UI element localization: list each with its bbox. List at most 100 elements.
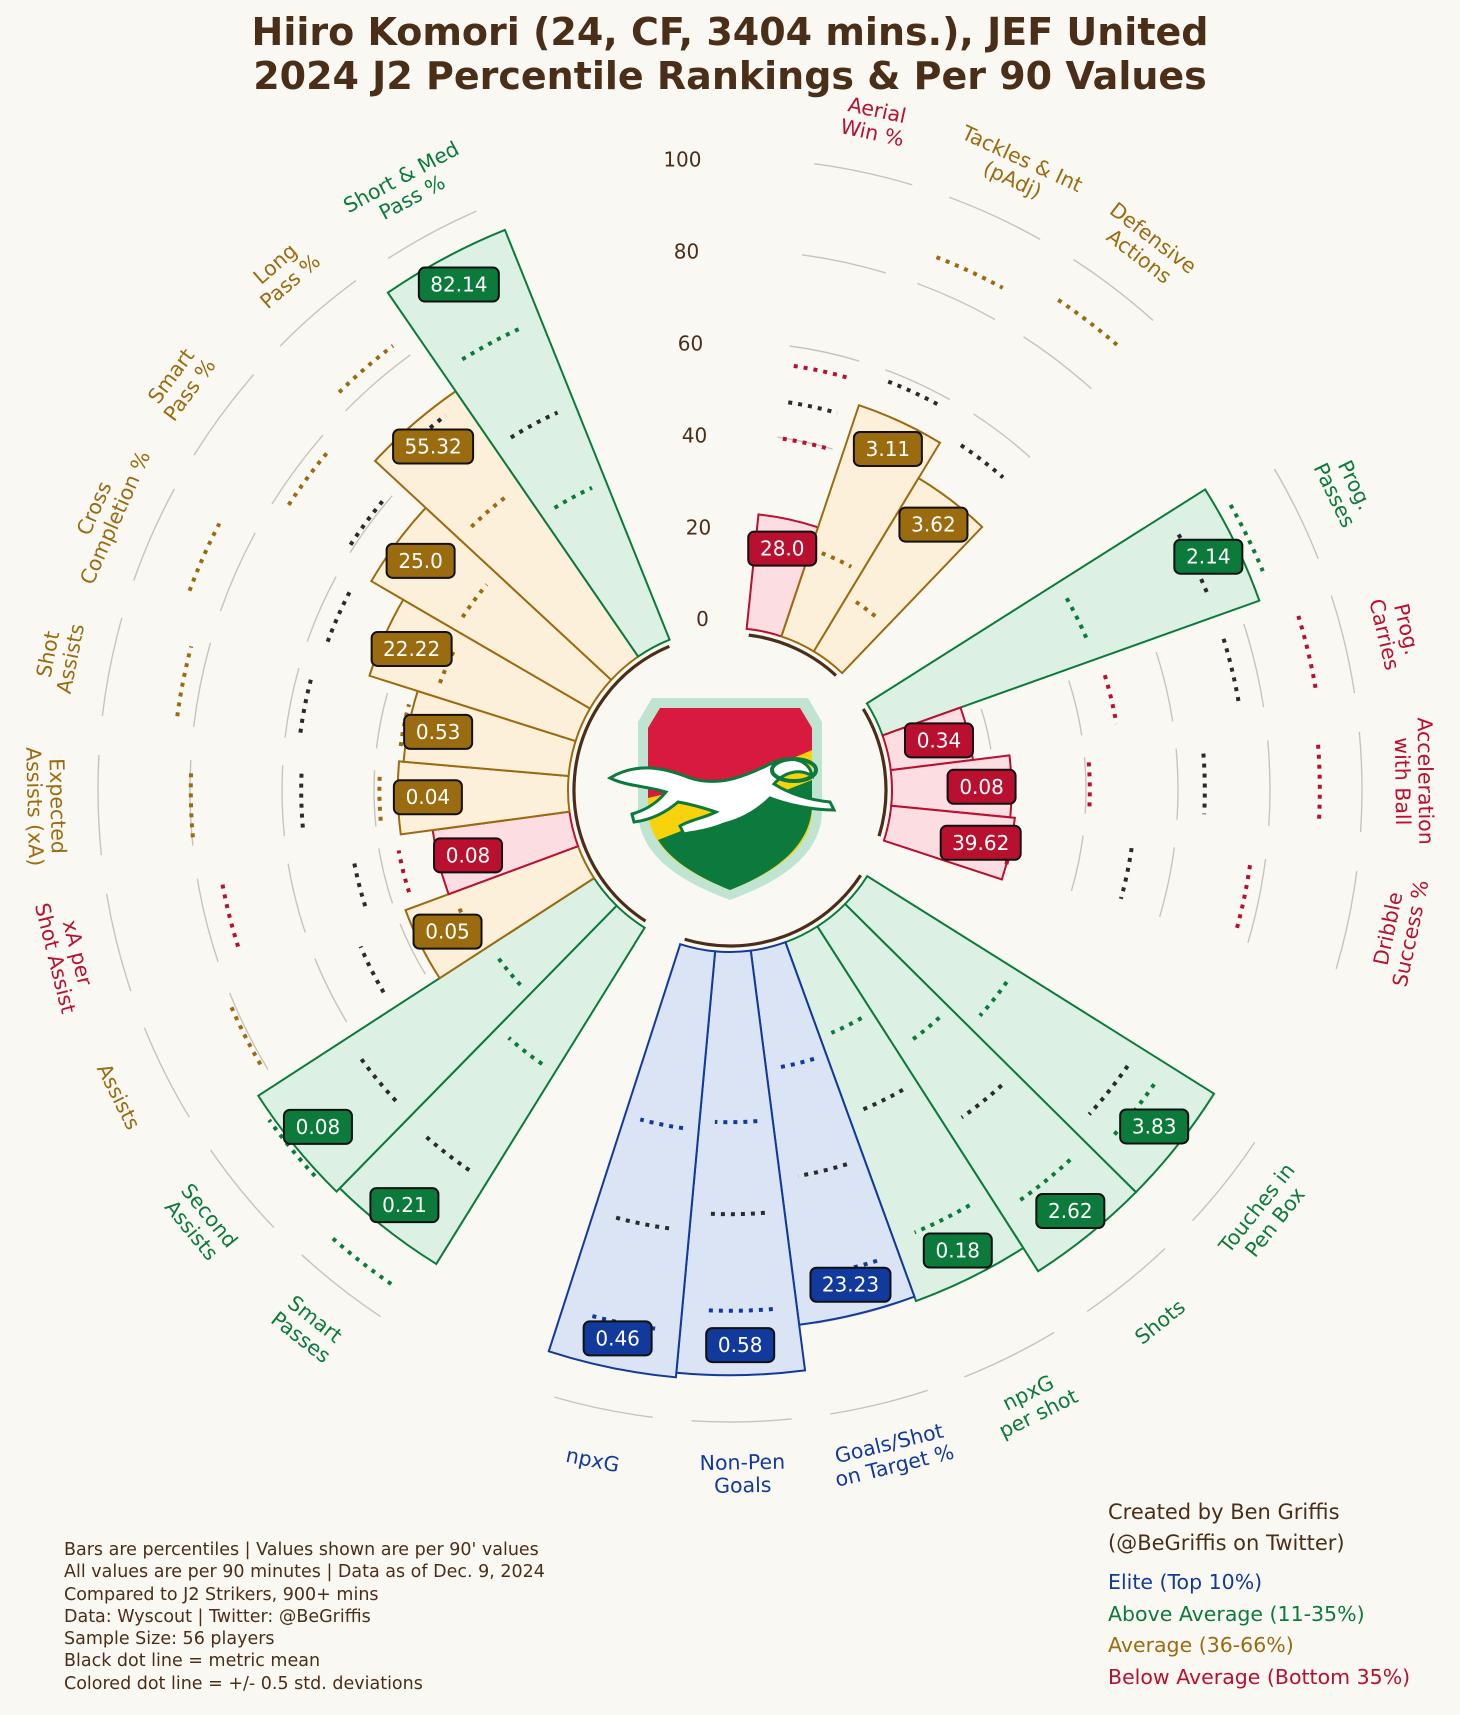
mean-dot-line <box>1221 638 1241 704</box>
mean-dot-line <box>325 590 352 643</box>
value-badge: 0.08 <box>946 768 1017 805</box>
metric-label: npxG <box>564 1443 622 1477</box>
metric-label-line: npxG <box>564 1443 622 1477</box>
percentile-bar <box>386 228 671 658</box>
grid-arc <box>1083 757 1087 814</box>
band-low-dot-line <box>469 494 509 529</box>
credit: Created by Ben Griffis (@BeGriffis on Tw… <box>1108 1497 1345 1559</box>
band-low-dot-line <box>830 1016 863 1035</box>
grid-arc <box>1155 651 1174 722</box>
mean-dot-line <box>960 1083 1003 1120</box>
footnote-line: Sample Size: 56 players <box>64 1629 275 1650</box>
grid-arc <box>284 667 300 738</box>
percentile-bar <box>338 904 647 1266</box>
grid-arc <box>301 1254 382 1318</box>
group-arc <box>684 874 863 948</box>
value-badge-text: 2.14 <box>1186 545 1231 569</box>
percentile-bar <box>749 940 916 1326</box>
band-high-dot-line <box>175 645 194 717</box>
mean-dot-line <box>351 858 368 907</box>
mean-dot-line <box>348 497 387 546</box>
band-low-dot-line <box>396 850 411 893</box>
legend-item-below-average: Below Average (Bottom 35%) <box>1108 1664 1411 1689</box>
grid-arc <box>789 345 860 362</box>
value-badge-text: 2.62 <box>1048 1199 1093 1223</box>
value-badge-text: 0.46 <box>595 1326 640 1350</box>
band-high-dot-line <box>1057 298 1120 348</box>
grid-arc <box>373 770 377 827</box>
band-high-dot-line <box>337 344 395 394</box>
metric-label-line: Goals <box>714 1473 772 1498</box>
grid-arc <box>1358 731 1363 833</box>
grid-arc <box>196 878 219 962</box>
value-badge: 28.0 <box>747 530 818 567</box>
grid-arc <box>219 532 256 612</box>
value-badges: 28.0 3.11 3.62 2.14 0.34 0.08 39.62 3.83 2.62 0.1… <box>282 266 1244 1364</box>
metric-label-line: Non-Pen <box>699 1450 785 1476</box>
grid-arc <box>948 196 1041 240</box>
band-high-dot-line <box>1019 1158 1072 1202</box>
footnote-line: Bars are percentiles | Values shown are … <box>64 1540 539 1560</box>
value-badge: 0.53 <box>403 713 474 750</box>
grid-arc <box>228 992 269 1070</box>
grid-arc <box>691 1418 792 1423</box>
grid-arc <box>964 1331 1055 1378</box>
value-badge-text: 0.08 <box>446 843 491 867</box>
grid-arc <box>189 760 194 846</box>
legend: Elite (Top 10%) Above Average (11-35%) A… <box>1108 1567 1410 1693</box>
value-badge: 3.83 <box>1119 1108 1190 1145</box>
grid-arc <box>1175 748 1179 820</box>
grid-arc <box>97 754 103 856</box>
grid-arc <box>1243 623 1265 708</box>
metric-label: Tackles & Int(pAdj) <box>957 120 1086 203</box>
value-badge-text: 0.53 <box>416 720 461 744</box>
value-badge-text: 3.62 <box>911 513 956 537</box>
band-high-dot-line <box>913 1203 971 1235</box>
value-badge: 0.58 <box>705 1327 776 1364</box>
radial-tick-label: 60 <box>678 331 703 355</box>
band-high-dot-line <box>586 1312 656 1331</box>
value-badge-text: 0.05 <box>425 920 470 944</box>
grid-arc <box>885 369 951 401</box>
group-arc <box>861 708 888 837</box>
metric-group-arcs <box>572 633 888 948</box>
value-badge: 22.22 <box>370 630 453 667</box>
band-high-dot-line <box>287 449 331 506</box>
band-low-dot-line <box>1064 597 1091 644</box>
band-low-dot-line <box>978 980 1009 1018</box>
value-badge-text: 0.08 <box>959 775 1004 799</box>
chart-title-line2: 2024 J2 Percentile Rankings & Per 90 Val… <box>253 54 1207 98</box>
grid-arc <box>801 254 886 274</box>
mean-dot-line <box>1119 847 1134 900</box>
value-badge-text: 82.14 <box>430 273 487 297</box>
value-badge-text: 3.83 <box>1132 1114 1177 1138</box>
grid-arc <box>375 692 389 749</box>
legend-item-above-average: Above Average (11-35%) <box>1108 1601 1365 1626</box>
value-badge: 39.62 <box>939 824 1022 861</box>
mean-dot-line <box>862 1087 904 1112</box>
grid-arc <box>1159 847 1176 918</box>
value-badge: 3.62 <box>898 506 969 543</box>
band-low-dot-line <box>714 1119 758 1125</box>
band-high-dot-line <box>329 1235 393 1286</box>
grid-arc <box>1023 336 1092 390</box>
value-badge: 0.08 <box>282 1108 353 1145</box>
band-high-dot-line <box>1228 503 1265 572</box>
mean-dot-line <box>797 1162 848 1178</box>
radial-tick-label: 40 <box>682 423 707 447</box>
band-low-dot-line <box>553 486 593 510</box>
band-high-dot-line <box>187 522 222 592</box>
legend-item-average: Average (36-66%) <box>1108 1633 1294 1657</box>
grid-arc <box>287 863 306 933</box>
value-badge: 2.62 <box>1035 1193 1106 1230</box>
grid-arc <box>193 642 212 727</box>
grid-arc <box>399 923 427 975</box>
